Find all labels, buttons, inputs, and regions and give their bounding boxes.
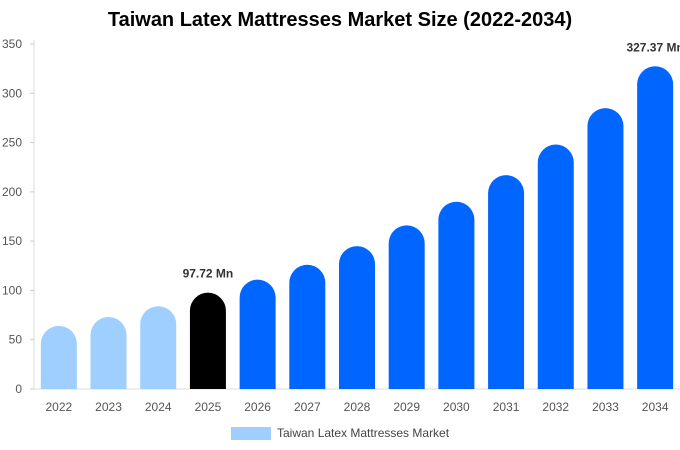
bar-2033 (587, 108, 624, 390)
bar-2023 (90, 317, 127, 389)
x-tick-label: 2028 (344, 400, 371, 414)
x-tick-label: 2022 (45, 400, 72, 414)
bar-2030 (438, 201, 475, 389)
x-tick-label: 2034 (642, 400, 669, 414)
bar-2028 (339, 246, 375, 389)
x-tick-label: 2026 (244, 400, 271, 414)
x-tick-label: 2030 (443, 400, 470, 414)
y-tick-label: 150 (2, 234, 22, 248)
x-tick-label: 2032 (542, 400, 569, 414)
bar-2032 (537, 144, 574, 389)
y-tick-label: 0 (15, 382, 22, 396)
x-tick-label: 2031 (493, 400, 520, 414)
y-tick-label: 50 (9, 333, 23, 347)
y-tick-label: 350 (2, 37, 22, 51)
x-tick-label: 2025 (195, 400, 222, 414)
x-tick-label: 2023 (95, 400, 122, 414)
x-tick-label: 2029 (393, 400, 420, 414)
bar-2034 (637, 66, 674, 389)
x-tick-label: 2024 (145, 400, 172, 414)
legend-label: Taiwan Latex Mattresses Market (277, 426, 450, 440)
legend-swatch (231, 427, 271, 440)
chart-title: Taiwan Latex Mattresses Market Size (202… (107, 9, 573, 31)
bar-2022 (40, 325, 77, 389)
bar-2027 (289, 264, 326, 389)
bar-2024 (140, 306, 177, 389)
y-tick-label: 100 (2, 283, 22, 297)
y-tick-label: 250 (2, 136, 22, 150)
y-tick-label: 200 (2, 185, 22, 199)
x-tick-label: 2033 (592, 400, 619, 414)
data-label: 327.37 Mn (626, 40, 680, 54)
bar-2031 (488, 175, 525, 389)
bar-2025 (189, 292, 226, 389)
x-tick-label: 2027 (294, 400, 321, 414)
data-label: 97.72 Mn (183, 267, 234, 281)
bar-2026 (239, 279, 276, 389)
bar-2029 (388, 225, 425, 389)
y-tick-label: 300 (2, 86, 22, 100)
